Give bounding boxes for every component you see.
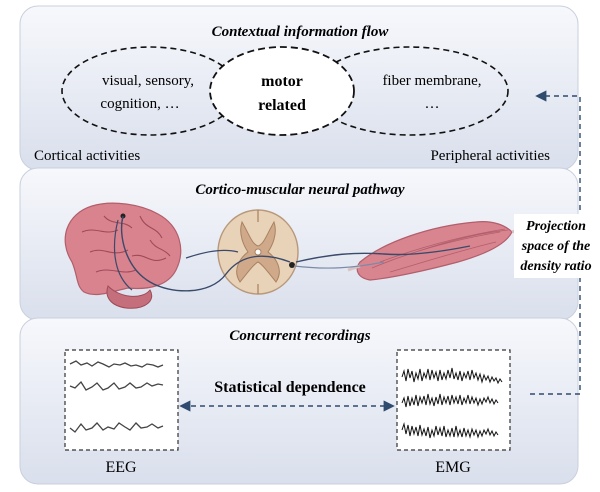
side-label-backdrop — [514, 214, 598, 278]
descending-pathway — [120, 215, 291, 292]
peripheral-activities-label: Peripheral activities — [430, 148, 550, 164]
cortical-ellipse-line1: visual, sensory, — [102, 73, 194, 89]
panel-title-pathway: Cortico-muscular neural pathway — [195, 182, 405, 198]
side-label-line2: space of the — [521, 239, 590, 254]
ellipse-motor-related — [209, 46, 355, 136]
cortical-ellipse-line2: cognition, … — [100, 96, 179, 112]
brain-illustration — [64, 202, 182, 309]
emg-label: EMG — [435, 459, 471, 476]
side-label-line1: Projection — [526, 219, 586, 234]
emg-traces — [401, 367, 503, 439]
panel-contextual-flow: Contextual information flow visual, sens… — [19, 5, 579, 171]
motor-neuron-axon — [295, 245, 471, 263]
eeg-trace-2 — [69, 380, 164, 391]
motor-line1: motor — [261, 73, 303, 90]
side-label-line3: density ratio — [520, 259, 591, 274]
spinal-cord-illustration — [217, 209, 299, 295]
peripheral-ellipse-line2: … — [425, 96, 440, 112]
eeg-trace-1 — [69, 360, 164, 368]
eeg-label: EEG — [105, 459, 137, 476]
panel-title-recordings: Concurrent recordings — [229, 328, 370, 344]
peripheral-ellipse-line1: fiber membrane, — [382, 73, 481, 89]
cortical-activities-label: Cortical activities — [34, 148, 140, 164]
panel-title-contextual: Contextual information flow — [212, 24, 390, 40]
panel-concurrent-recordings: Concurrent recordings EEG EMG Statistica… — [19, 317, 579, 485]
motor-line2: related — [258, 97, 306, 114]
panel-neural-pathway: Cortico-muscular neural pathway — [19, 167, 579, 321]
eeg-trace-3 — [69, 422, 164, 433]
statistical-dependence-label: Statistical dependence — [214, 379, 366, 396]
